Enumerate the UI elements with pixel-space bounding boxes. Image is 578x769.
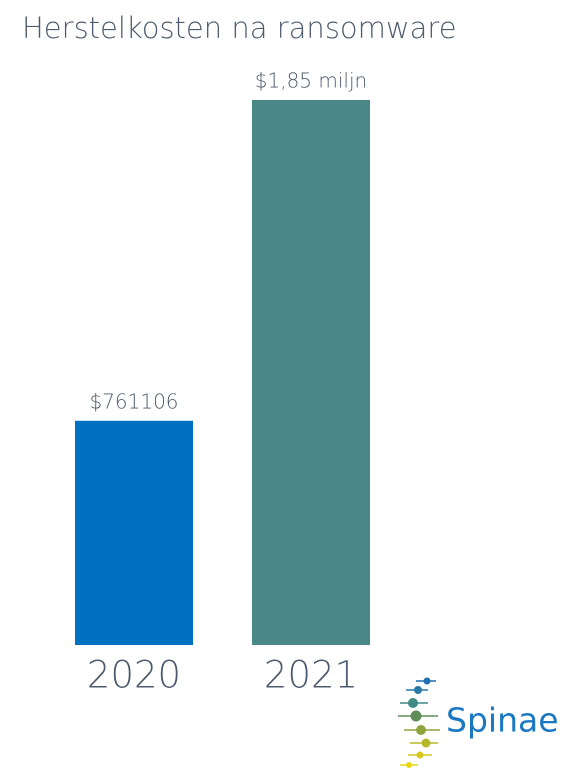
bar	[75, 420, 193, 645]
chart-title: Herstelkosten na ransomware	[22, 11, 457, 45]
logo: Spinae	[398, 677, 559, 768]
value-label: $1,85 miljn	[255, 69, 367, 93]
logo-text: Spinae	[446, 701, 559, 740]
x-tick-label: 2020	[87, 654, 181, 697]
value-label: $761106	[89, 389, 178, 413]
bar	[252, 100, 370, 645]
x-tick-label: 2021	[264, 654, 358, 697]
